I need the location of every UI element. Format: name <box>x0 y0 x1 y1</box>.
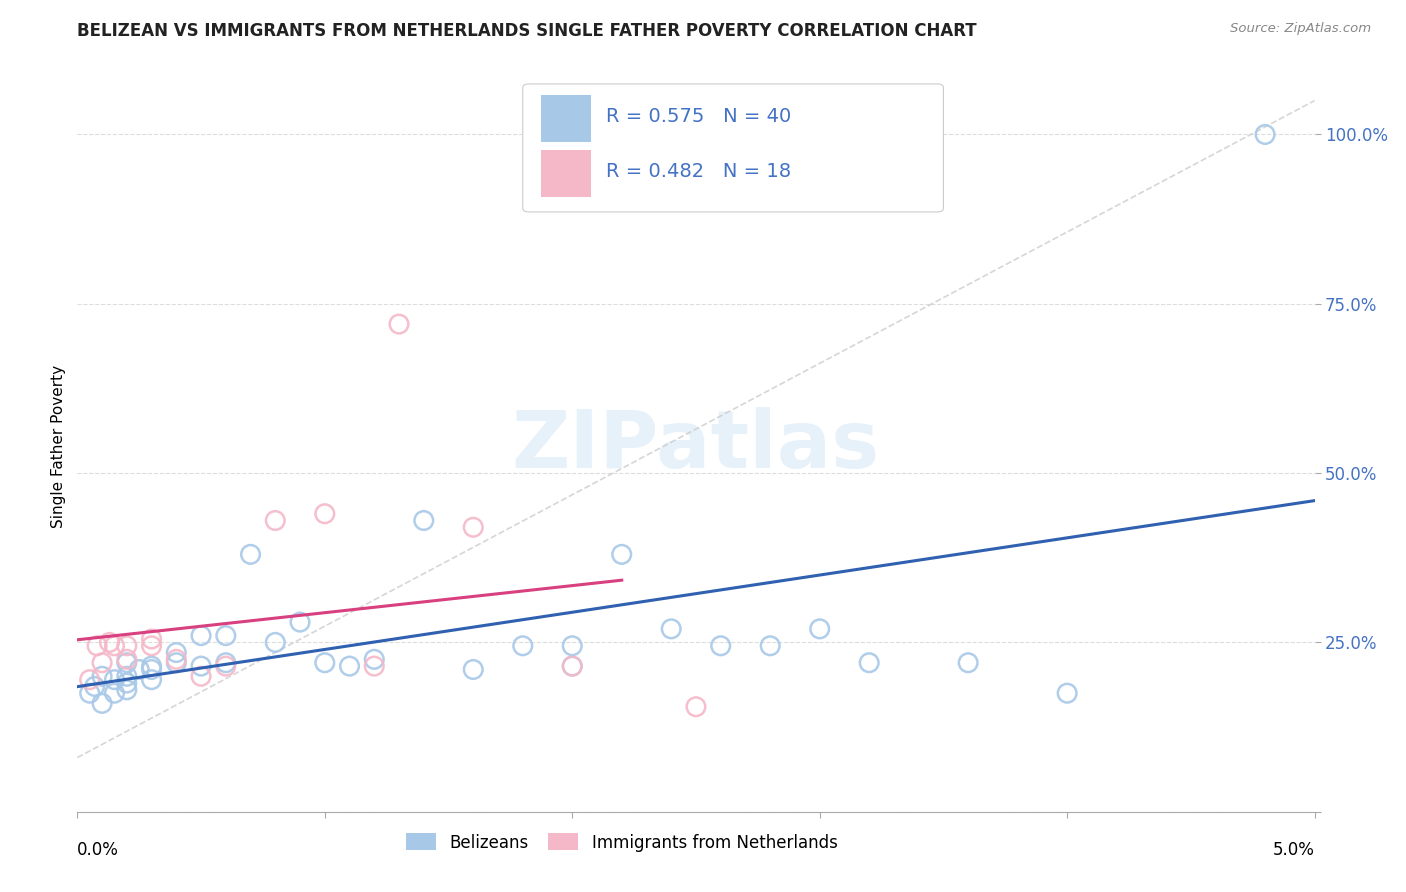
Point <box>710 639 733 653</box>
Point <box>288 615 311 629</box>
Point <box>339 659 361 673</box>
Point <box>190 669 212 683</box>
Point <box>91 697 114 711</box>
Point <box>1254 128 1277 142</box>
Point <box>363 659 385 673</box>
Point <box>91 656 114 670</box>
Point <box>165 656 187 670</box>
Point <box>83 680 105 694</box>
Point <box>79 686 101 700</box>
Point <box>412 514 434 528</box>
Point <box>808 622 831 636</box>
Point <box>659 622 682 636</box>
Point <box>141 663 163 677</box>
Point <box>685 699 707 714</box>
Point <box>115 676 138 690</box>
Point <box>103 639 125 653</box>
Point <box>190 659 212 673</box>
Point <box>363 652 385 666</box>
Point <box>115 682 138 697</box>
Point <box>957 656 980 670</box>
Point <box>314 507 336 521</box>
Point <box>141 639 163 653</box>
Point <box>463 520 485 534</box>
Point <box>463 663 485 677</box>
Y-axis label: Single Father Poverty: Single Father Poverty <box>51 365 66 527</box>
Point <box>115 639 138 653</box>
Point <box>264 635 287 649</box>
FancyBboxPatch shape <box>541 150 591 197</box>
Point <box>141 632 163 646</box>
Point <box>91 669 114 683</box>
Point <box>79 673 101 687</box>
Point <box>759 639 782 653</box>
Point <box>103 673 125 687</box>
Point <box>115 656 138 670</box>
Point <box>561 659 583 673</box>
Point <box>215 656 238 670</box>
Point <box>103 686 125 700</box>
Point <box>314 656 336 670</box>
Text: 5.0%: 5.0% <box>1272 841 1315 859</box>
FancyBboxPatch shape <box>523 84 943 212</box>
Text: 0.0%: 0.0% <box>77 841 120 859</box>
Point <box>215 629 238 643</box>
Point <box>141 673 163 687</box>
Point <box>610 547 633 561</box>
Point <box>239 547 262 561</box>
Point <box>115 669 138 683</box>
Point <box>86 639 108 653</box>
Text: Source: ZipAtlas.com: Source: ZipAtlas.com <box>1230 22 1371 36</box>
Text: ZIPatlas: ZIPatlas <box>512 407 880 485</box>
Point <box>215 659 238 673</box>
Point <box>1056 686 1078 700</box>
Text: R = 0.482   N = 18: R = 0.482 N = 18 <box>606 162 790 181</box>
Point <box>512 639 534 653</box>
Point <box>858 656 880 670</box>
Point <box>128 663 150 677</box>
Point <box>115 652 138 666</box>
Point <box>98 635 121 649</box>
Point <box>165 652 187 666</box>
Point <box>561 659 583 673</box>
Point <box>190 629 212 643</box>
Point <box>141 659 163 673</box>
Legend: Belizeans, Immigrants from Netherlands: Belizeans, Immigrants from Netherlands <box>399 827 844 858</box>
FancyBboxPatch shape <box>541 95 591 143</box>
Point <box>264 514 287 528</box>
Text: BELIZEAN VS IMMIGRANTS FROM NETHERLANDS SINGLE FATHER POVERTY CORRELATION CHART: BELIZEAN VS IMMIGRANTS FROM NETHERLANDS … <box>77 22 977 40</box>
Point <box>165 646 187 660</box>
Point <box>561 639 583 653</box>
Point <box>388 317 411 331</box>
Text: R = 0.575   N = 40: R = 0.575 N = 40 <box>606 107 792 127</box>
